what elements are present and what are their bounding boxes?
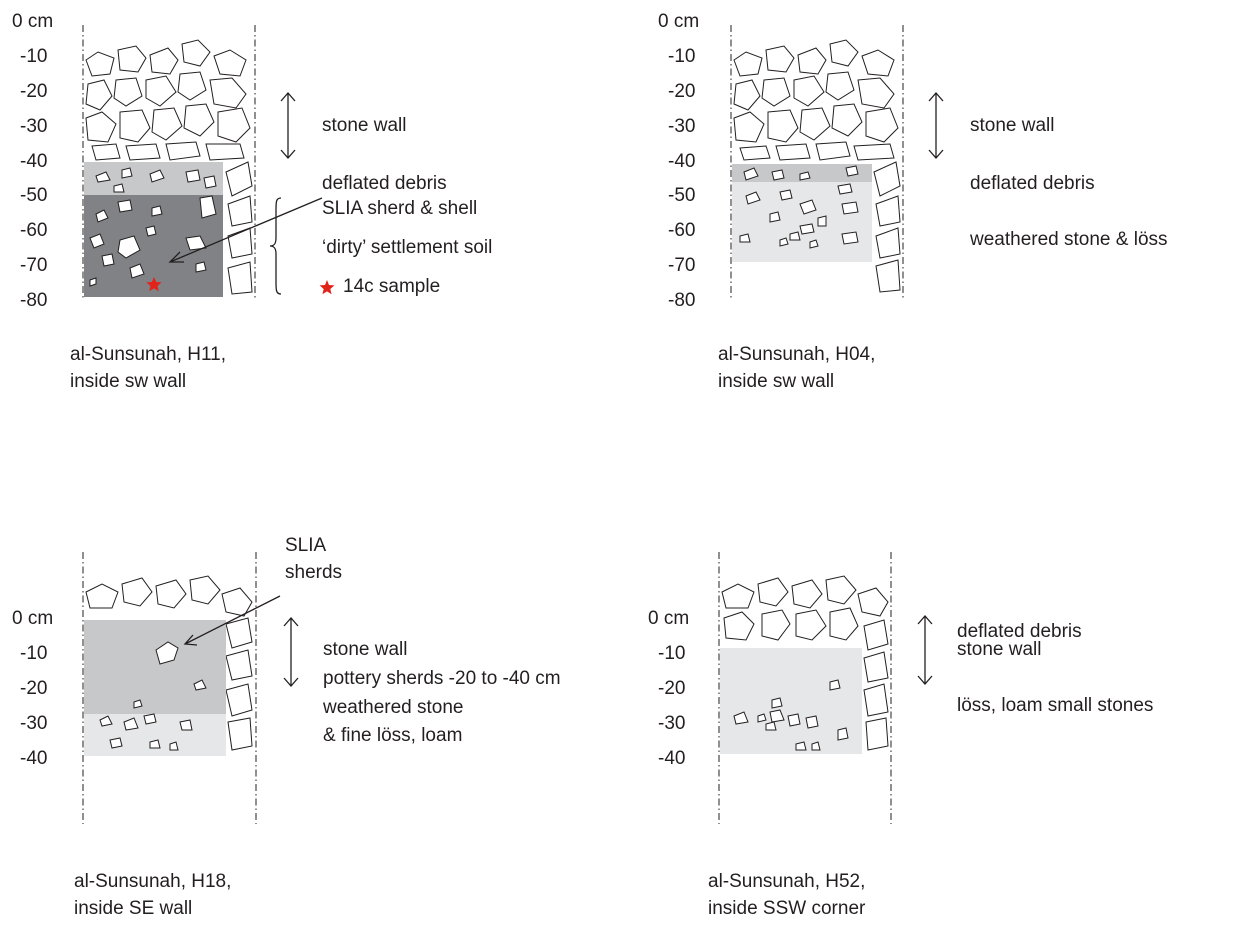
brace-icon	[269, 197, 282, 295]
depth-scale: 0 cm -10 -20 -30 -40 -50 -60 -70 -80	[658, 11, 699, 311]
star-icon	[319, 280, 335, 295]
stone-wall	[85, 575, 253, 751]
annotation-label: löss, loam small stones	[957, 695, 1153, 716]
depth-tick: -60	[20, 220, 47, 241]
depth-tick: -10	[668, 46, 695, 67]
annotation-label: deflated debris	[322, 173, 447, 194]
profile-h18: 0 cm -10 -20 -30 -40	[12, 535, 561, 919]
depth-tick: -80	[20, 290, 47, 311]
annotation-label: & fine löss, loam	[323, 725, 462, 746]
annotation-label: stone wall	[323, 639, 408, 660]
depth-tick: -10	[20, 643, 47, 664]
annotation-label: SLIA	[285, 535, 327, 556]
annotation-label: weathered stone & löss	[969, 229, 1168, 250]
annotation-label: deflated debris	[970, 173, 1095, 194]
profile-h11: 0 cm -10 -20 -30 -40 -50 -60 -70 -80	[12, 11, 492, 392]
annotation-label: deflated debris	[957, 621, 1082, 642]
star-icon	[146, 277, 162, 292]
stone-wall	[721, 575, 889, 751]
depth-tick: -70	[20, 255, 47, 276]
depth-tick: 0 cm	[648, 608, 689, 629]
depth-tick: 0 cm	[12, 11, 53, 32]
profile-caption: inside sw wall	[70, 371, 186, 392]
depth-tick: 0 cm	[12, 608, 53, 629]
depth-tick: -30	[658, 713, 685, 734]
annotation-label: pottery sherds -20 to -40 cm	[323, 668, 561, 689]
depth-tick: -20	[20, 678, 47, 699]
depth-tick: -40	[20, 151, 47, 172]
depth-tick: -50	[20, 185, 47, 206]
annotation-label: stone wall	[322, 115, 407, 136]
layer-inclusions	[733, 679, 849, 751]
depth-tick: -40	[658, 748, 685, 769]
double-arrow-icon	[280, 92, 296, 159]
depth-scale: 0 cm -10 -20 -30 -40	[648, 608, 689, 769]
profile-caption: al-Sunsunah, H52,	[708, 871, 865, 892]
profile-caption: al-Sunsunah, H04,	[718, 344, 875, 365]
profile-caption: inside SE wall	[74, 898, 192, 919]
annotation-label: 14c sample	[343, 276, 440, 297]
annotation-label: weathered stone	[322, 697, 464, 718]
depth-scale: 0 cm -10 -20 -30 -40	[12, 608, 53, 769]
annotation-label: SLIA sherd & shell	[322, 198, 477, 219]
depth-tick: -10	[20, 46, 47, 67]
depth-tick: -30	[20, 116, 47, 137]
depth-tick: -40	[20, 748, 47, 769]
annotation-label: stone wall	[970, 115, 1055, 136]
profile-h52: 0 cm -10 -20 -30 -40	[648, 552, 1153, 919]
depth-tick: -20	[668, 81, 695, 102]
double-arrow-icon	[283, 617, 299, 687]
profile-h04: 0 cm -10 -20 -30 -40 -50 -60 -70 -80	[658, 11, 1168, 392]
layer-inclusions	[89, 167, 217, 287]
layer-inclusions	[739, 165, 859, 249]
depth-tick: -60	[668, 220, 695, 241]
depth-tick: -30	[668, 116, 695, 137]
double-arrow-icon	[928, 92, 944, 159]
depth-tick: -70	[668, 255, 695, 276]
depth-tick: -20	[658, 678, 685, 699]
depth-tick: -80	[668, 290, 695, 311]
depth-tick: -10	[658, 643, 685, 664]
double-arrow-icon	[917, 615, 933, 685]
profile-caption: inside SSW corner	[708, 898, 866, 919]
annotation-label: sherds	[285, 562, 342, 583]
profile-caption: al-Sunsunah, H18,	[74, 871, 231, 892]
profile-caption: inside sw wall	[718, 371, 834, 392]
stone-wall	[85, 39, 253, 295]
annotation-label: ‘dirty’ settlement soil	[322, 237, 492, 258]
pointer-arrow-icon	[183, 595, 281, 646]
profile-caption: al-Sunsunah, H11,	[70, 344, 226, 365]
depth-scale: 0 cm -10 -20 -30 -40 -50 -60 -70 -80	[12, 11, 53, 311]
depth-tick: 0 cm	[658, 11, 699, 32]
depth-tick: -30	[20, 713, 47, 734]
annotation-label: stone wall	[957, 639, 1042, 660]
depth-tick: -50	[668, 185, 695, 206]
layer-inclusions	[99, 641, 207, 751]
pointer-arrow-icon	[168, 197, 323, 263]
depth-tick: -20	[20, 81, 47, 102]
depth-tick: -40	[668, 151, 695, 172]
stone-wall	[733, 39, 901, 293]
